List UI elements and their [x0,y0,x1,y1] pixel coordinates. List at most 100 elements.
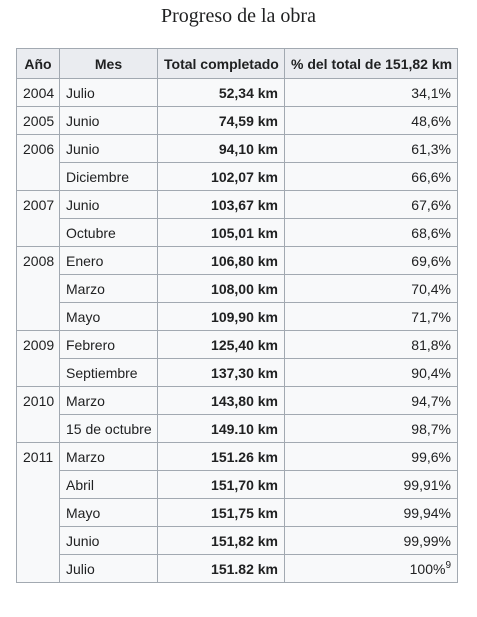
total-cell: 151,82 km [157,526,285,555]
year-cell: 2005 [16,106,60,135]
total-cell: 151,75 km [157,498,285,527]
header-total[interactable]: Total completado [157,48,285,79]
percent-value: 99,6% [411,448,451,465]
percent-cell: 67,6% [284,190,458,219]
percent-value: 70,4% [411,280,451,297]
year-cell: 2006 [16,134,60,191]
percent-value: 90,4% [411,364,451,381]
month-cell: Marzo [59,386,158,415]
year-cell: 2007 [16,190,60,247]
percent-cell: 68,6% [284,218,458,247]
percent-cell: 66,6% [284,162,458,191]
total-cell: 149.10 km [157,414,285,443]
total-cell: 143,80 km [157,386,285,415]
percent-cell: 94,7% [284,386,458,415]
month-cell: Junio [59,526,158,555]
table-row: Marzo 108,00 km 70,4% [17,274,458,303]
month-cell: 15 de octubre [59,414,158,443]
percent-value: 61,3% [411,140,451,157]
percent-cell: 99,6% [284,442,458,471]
percent-value: 68,6% [411,224,451,241]
percent-cell: 61,3% [284,134,458,163]
year-cell: 2009 [16,330,60,387]
total-cell: 151,70 km [157,470,285,499]
table-row: Julio 151.82 km 100%9 [17,554,458,583]
progress-table: Año Mes Total completado % del total de … [16,48,458,583]
table-row: 2009 Febrero 125,40 km 81,8% [16,330,458,387]
total-cell: 109,90 km [157,302,285,331]
year-cell: 2010 [16,386,60,443]
month-cell: Diciembre [59,162,158,191]
total-cell: 151.26 km [157,442,285,471]
percent-value: 34,1% [411,84,451,101]
total-cell: 74,59 km [157,106,285,135]
table-row: Septiembre 137,30 km 90,4% [17,358,458,387]
total-cell: 52,34 km [157,78,285,107]
percent-cell: 81,8% [284,330,458,359]
total-cell: 108,00 km [157,274,285,303]
month-cell: Septiembre [59,358,158,387]
total-cell: 103,67 km [157,190,285,219]
year-cell: 2011 [16,442,60,583]
percent-cell: 99,94% [284,498,458,527]
table-row: 2010 Marzo 143,80 km 94,7% [16,386,458,443]
header-year[interactable]: Año [16,48,60,79]
total-cell: 102,07 km [157,162,285,191]
table-row: 2007 Junio 103,67 km 67,6% [16,190,458,247]
month-cell: Marzo [59,442,158,471]
percent-value: 99,99% [403,532,451,549]
month-cell: Marzo [59,274,158,303]
month-cell: Julio [59,554,158,583]
percent-value: 99,94% [403,504,451,521]
header-row: Año Mes Total completado % del total de … [16,48,458,79]
percent-value: 71,7% [411,308,451,325]
year-cell: 2008 [16,246,60,331]
month-cell: Mayo [59,498,158,527]
percent-value: 48,6% [411,112,451,129]
table-body: 2004 Julio 52,34 km 34,1% 2005 Junio 74,59 km 4… [16,78,458,583]
table-row: Junio 151,82 km 99,99% [17,526,458,555]
total-cell: 137,30 km [157,358,285,387]
percent-cell: 34,1% [284,78,458,107]
table-row: 2006 Junio 94,10 km 61,3% [16,134,458,191]
percent-value: 69,6% [411,252,451,269]
month-cell: Junio [59,106,158,135]
month-cell: Mayo [59,302,158,331]
percent-value: 100% [409,560,446,577]
total-cell: 125,40 km [157,330,285,359]
table-row: Abril 151,70 km 99,91% [17,470,458,499]
percent-cell: 100%9 [284,554,458,583]
percent-cell: 71,7% [284,302,458,331]
percent-value: 98,7% [411,420,451,437]
percent-cell: 99,99% [284,526,458,555]
table-row: Mayo 109,90 km 71,7% [17,302,458,331]
month-cell: Junio [59,190,158,219]
percent-cell: 90,4% [284,358,458,387]
total-cell: 105,01 km [157,218,285,247]
total-cell: 151.82 km [157,554,285,583]
header-percent[interactable]: % del total de 151,82 km [284,48,458,79]
month-cell: Junio [59,134,158,163]
total-cell: 94,10 km [157,134,285,163]
reference-link[interactable]: 9 [445,559,451,571]
month-cell: Febrero [59,330,158,359]
total-cell: 106,80 km [157,246,285,275]
percent-cell: 69,6% [284,246,458,275]
percent-cell: 98,7% [284,414,458,443]
percent-value: 66,6% [411,168,451,185]
month-cell: Julio [59,78,158,107]
percent-value: 99,91% [403,476,451,493]
header-month[interactable]: Mes [59,48,158,79]
percent-value: 81,8% [411,336,451,353]
table-row: 2005 Junio 74,59 km 48,6% [16,106,458,135]
table-row: 2011 Marzo 151.26 km 99,6% [16,442,458,583]
percent-cell: 99,91% [284,470,458,499]
table-row: 15 de octubre 149.10 km 98,7% [17,414,458,443]
table-row: Mayo 151,75 km 99,94% [17,498,458,527]
month-cell: Abril [59,470,158,499]
table-row: 2008 Enero 106,80 km 69,6% [16,246,458,331]
month-cell: Octubre [59,218,158,247]
percent-value: 67,6% [411,196,451,213]
table-caption: Progreso de la obra [161,5,316,27]
table-row: Diciembre 102,07 km 66,6% [17,162,458,191]
